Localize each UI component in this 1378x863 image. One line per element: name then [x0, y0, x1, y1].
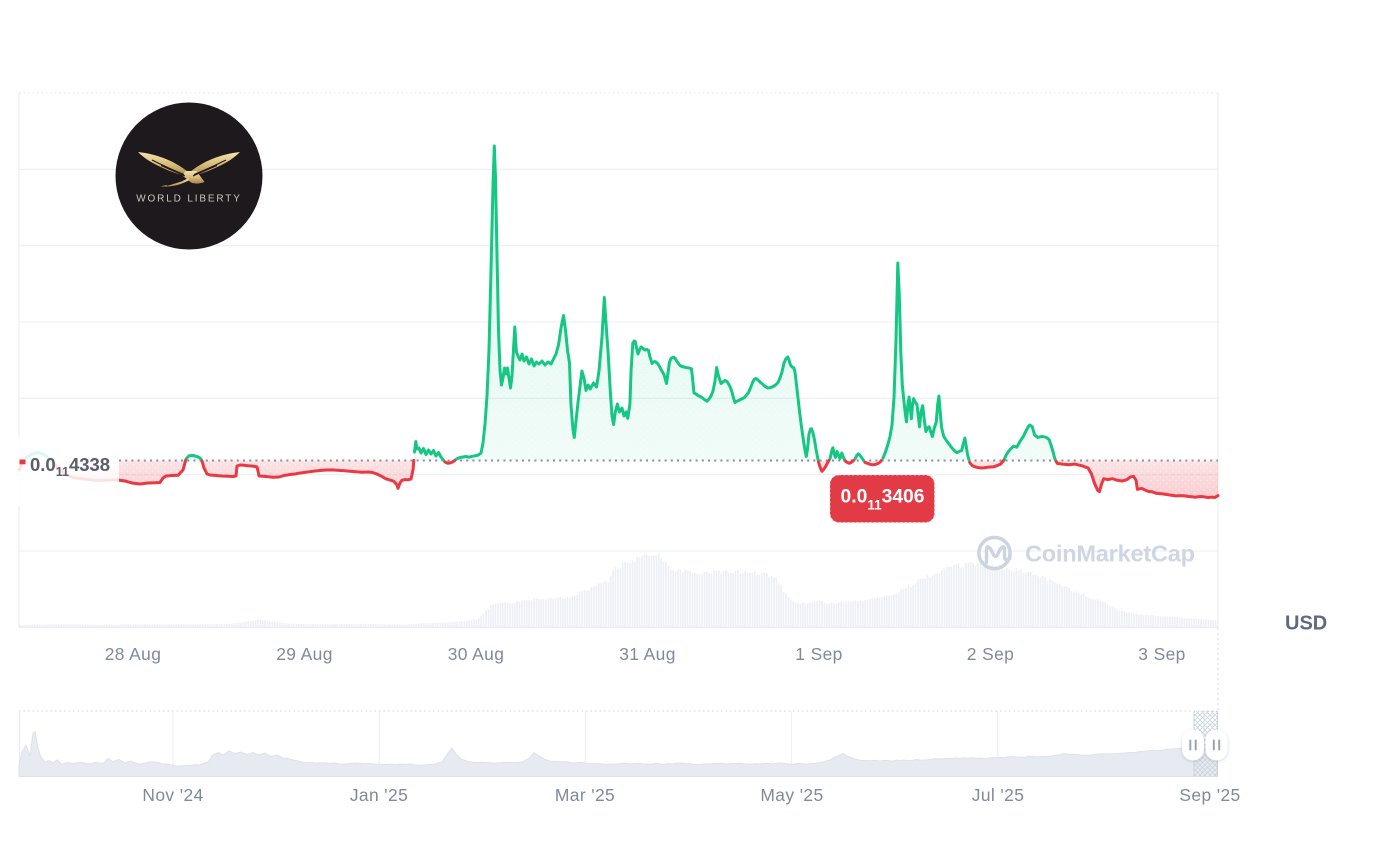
svg-text:Mar '25: Mar '25 — [555, 785, 615, 805]
svg-text:USD: USD — [1285, 613, 1327, 635]
svg-text:29 Aug: 29 Aug — [276, 644, 333, 664]
svg-text:28 Aug: 28 Aug — [105, 644, 162, 664]
svg-text:CoinMarketCap: CoinMarketCap — [1025, 541, 1195, 567]
svg-text:WORLD LIBERTY: WORLD LIBERTY — [136, 194, 242, 205]
svg-text:Sep '25: Sep '25 — [1179, 785, 1240, 805]
svg-text:Nov '24: Nov '24 — [142, 785, 203, 805]
svg-text:2 Sep: 2 Sep — [967, 644, 1014, 664]
svg-text:May '25: May '25 — [760, 785, 823, 805]
svg-text:3 Sep: 3 Sep — [1138, 644, 1185, 664]
svg-text:1 Sep: 1 Sep — [795, 644, 842, 664]
svg-text:Jan '25: Jan '25 — [350, 785, 408, 805]
svg-text:31 Aug: 31 Aug — [619, 644, 676, 664]
svg-text:Jul '25: Jul '25 — [972, 785, 1025, 805]
svg-text:30 Aug: 30 Aug — [448, 644, 505, 664]
svg-text:0.0114338: 0.0114338 — [30, 454, 110, 479]
